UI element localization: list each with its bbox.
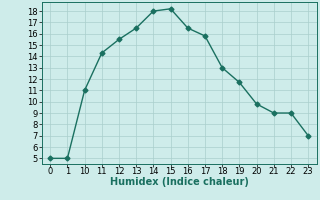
X-axis label: Humidex (Indice chaleur): Humidex (Indice chaleur): [110, 177, 249, 187]
